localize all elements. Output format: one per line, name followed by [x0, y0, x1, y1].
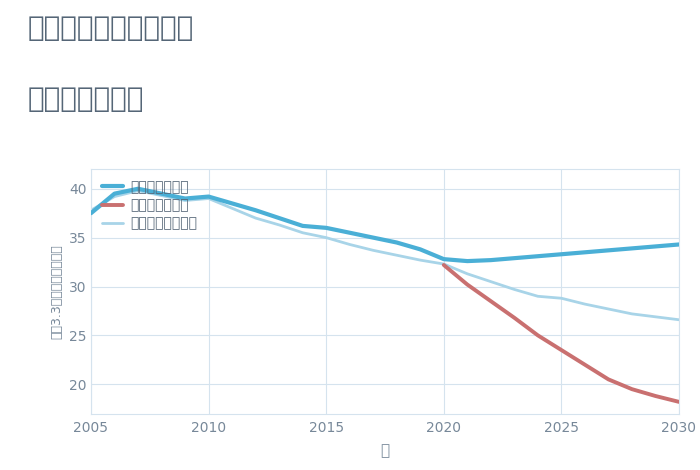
グッドシナリオ: [228, 201, 237, 206]
Y-axis label: 坪（3.3㎡）単価（万円）: 坪（3.3㎡）単価（万円）: [51, 244, 64, 339]
グッドシナリオ: [440, 256, 448, 262]
グッドシナリオ: [322, 225, 330, 231]
ノーマルシナリオ: [581, 301, 589, 307]
グッドシナリオ: [486, 257, 495, 263]
Text: 兵庫県姫路市東今宿の: 兵庫県姫路市東今宿の: [28, 14, 195, 42]
グッドシナリオ: [369, 235, 377, 241]
Line: グッドシナリオ: グッドシナリオ: [91, 189, 679, 261]
グッドシナリオ: [111, 191, 119, 196]
グッドシナリオ: [557, 251, 566, 257]
バッドシナリオ: [440, 262, 448, 268]
ノーマルシナリオ: [251, 215, 260, 221]
ノーマルシナリオ: [322, 235, 330, 241]
グッドシナリオ: [533, 253, 542, 259]
バッドシナリオ: [675, 399, 683, 405]
グッドシナリオ: [628, 245, 636, 251]
ノーマルシナリオ: [486, 279, 495, 284]
グッドシナリオ: [87, 211, 95, 216]
バッドシナリオ: [581, 362, 589, 368]
グッドシナリオ: [298, 223, 307, 229]
バッドシナリオ: [463, 282, 472, 287]
ノーマルシナリオ: [604, 306, 612, 312]
ノーマルシナリオ: [651, 314, 659, 320]
Legend: グッドシナリオ, バッドシナリオ, ノーマルシナリオ: グッドシナリオ, バッドシナリオ, ノーマルシナリオ: [98, 176, 201, 235]
ノーマルシナリオ: [557, 296, 566, 301]
グッドシナリオ: [158, 191, 166, 196]
グッドシナリオ: [393, 240, 401, 245]
グッドシナリオ: [181, 196, 189, 201]
グッドシナリオ: [463, 258, 472, 264]
ノーマルシナリオ: [393, 252, 401, 258]
バッドシナリオ: [557, 347, 566, 353]
ノーマルシナリオ: [298, 230, 307, 235]
グッドシナリオ: [651, 243, 659, 249]
グッドシナリオ: [346, 230, 354, 235]
グッドシナリオ: [275, 215, 284, 221]
グッドシナリオ: [581, 250, 589, 255]
ノーマルシナリオ: [111, 194, 119, 199]
ノーマルシナリオ: [204, 196, 213, 201]
ノーマルシナリオ: [440, 261, 448, 267]
バッドシナリオ: [628, 386, 636, 392]
バッドシナリオ: [510, 315, 519, 321]
グッドシナリオ: [510, 255, 519, 261]
ノーマルシナリオ: [275, 222, 284, 228]
グッドシナリオ: [134, 186, 142, 192]
ノーマルシナリオ: [675, 317, 683, 322]
グッドシナリオ: [604, 248, 612, 253]
グッドシナリオ: [416, 247, 424, 252]
X-axis label: 年: 年: [380, 443, 390, 458]
グッドシナリオ: [204, 194, 213, 199]
Line: バッドシナリオ: バッドシナリオ: [444, 265, 679, 402]
ノーマルシナリオ: [158, 193, 166, 198]
ノーマルシナリオ: [463, 271, 472, 277]
ノーマルシナリオ: [510, 287, 519, 292]
グッドシナリオ: [251, 207, 260, 213]
ノーマルシナリオ: [533, 293, 542, 299]
ノーマルシナリオ: [369, 248, 377, 253]
Text: 土地の価格推移: 土地の価格推移: [28, 85, 144, 113]
バッドシナリオ: [604, 376, 612, 382]
ノーマルシナリオ: [87, 207, 95, 213]
ノーマルシナリオ: [134, 188, 142, 194]
Line: ノーマルシナリオ: ノーマルシナリオ: [91, 191, 679, 320]
ノーマルシナリオ: [416, 257, 424, 263]
バッドシナリオ: [486, 298, 495, 304]
ノーマルシナリオ: [181, 198, 189, 204]
ノーマルシナリオ: [346, 242, 354, 247]
ノーマルシナリオ: [628, 311, 636, 317]
バッドシナリオ: [533, 333, 542, 338]
ノーマルシナリオ: [228, 205, 237, 211]
グッドシナリオ: [675, 242, 683, 247]
バッドシナリオ: [651, 393, 659, 399]
